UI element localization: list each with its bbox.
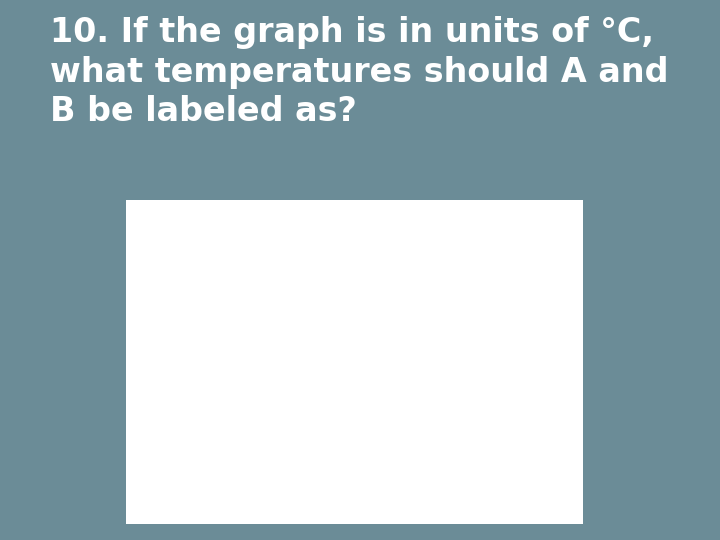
Text: A: A <box>259 453 270 467</box>
Title: Changes of State: Changes of State <box>305 241 466 259</box>
Y-axis label: Temperature: Temperature <box>186 331 199 420</box>
X-axis label: Thermal Energy: Thermal Energy <box>330 496 441 510</box>
Text: B: B <box>479 341 490 355</box>
Text: 10. If the graph is in units of °C,
what temperatures should A and
B be labeled : 10. If the graph is in units of °C, what… <box>50 16 669 128</box>
